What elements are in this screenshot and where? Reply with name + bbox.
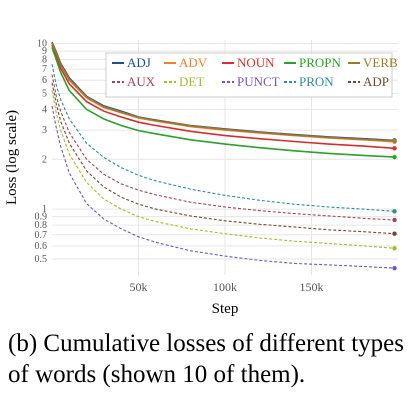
loss-chart: 10 9 8 7 6 5 4 3 2 1 0.9 0.8 0.7 0.6 0.5 50k 100k 150k AD… — [4, 39, 398, 317]
y-tick-label: 7 — [42, 64, 47, 75]
y-tick-label: 8 — [42, 55, 47, 66]
series-end-marker-propn — [392, 154, 397, 160]
series-end-marker-verb — [392, 138, 397, 144]
legend-box — [105, 52, 393, 98]
y-tick-label: 1 — [42, 204, 47, 215]
legend-label-adj: ADJ — [127, 55, 151, 70]
series-line-noun — [51, 44, 395, 150]
x-tick-label: 150k — [300, 280, 324, 294]
y-tick-label: 0.5 — [35, 254, 48, 265]
y-tick-label: 0.7 — [35, 230, 48, 241]
y-tick-label: 2 — [42, 154, 47, 165]
legend: ADJ ADV NOUN PROPN VERB AUX DET PUNCT PRON ADP — [105, 52, 398, 98]
y-tick-label: 5 — [42, 88, 47, 99]
y-axis-title: Loss (log scale) — [4, 110, 20, 205]
series-line-pron — [51, 64, 395, 212]
caption-line-1: (b) Cumulative losses of different types — [8, 330, 404, 357]
legend-label-noun: NOUN — [237, 55, 275, 70]
y-tick-label: 0.6 — [35, 241, 48, 252]
series-end-marker-noun — [392, 146, 397, 151]
y-tick-label: 0.9 — [35, 212, 48, 223]
series-end-marker-adp — [392, 231, 397, 236]
x-tick-label: 100k — [213, 280, 237, 294]
series-end-marker-det — [392, 246, 397, 251]
legend-label-propn: PROPN — [299, 55, 342, 70]
series-end-marker-pron — [392, 209, 397, 214]
figure-caption: (b) Cumulative losses of different types… — [8, 328, 408, 390]
legend-label-aux: AUX — [127, 74, 156, 89]
series-line-aux — [51, 74, 395, 221]
series-line-verb — [51, 42, 395, 142]
x-tick-label: 50k — [130, 280, 148, 294]
caption-line-2: of words (shown 10 of them). — [8, 361, 306, 388]
series-end-marker-aux — [392, 217, 397, 223]
series-line-adp — [51, 82, 395, 235]
series-line-propn — [51, 46, 395, 158]
y-tick-label: 4 — [42, 104, 47, 115]
legend-label-adv: ADV — [179, 55, 208, 70]
series-line-det — [51, 90, 395, 249]
series-layer — [51, 41, 397, 271]
y-tick-label: 6 — [42, 75, 47, 86]
y-tick-label: 9 — [42, 46, 47, 57]
y-tick-label: 10 — [37, 39, 47, 50]
y-tick-label: 0.8 — [35, 220, 48, 231]
y-tick-label: 3 — [42, 125, 47, 136]
legend-label-punct: PUNCT — [237, 74, 280, 89]
legend-label-det: DET — [179, 74, 204, 89]
series-end-marker-punct — [392, 265, 397, 271]
legend-label-pron: PRON — [299, 74, 334, 89]
x-axis-title: Step — [212, 301, 239, 317]
legend-label-verb: VERB — [363, 55, 398, 70]
series-line-punct — [51, 105, 395, 269]
legend-label-adp: ADP — [363, 74, 389, 89]
